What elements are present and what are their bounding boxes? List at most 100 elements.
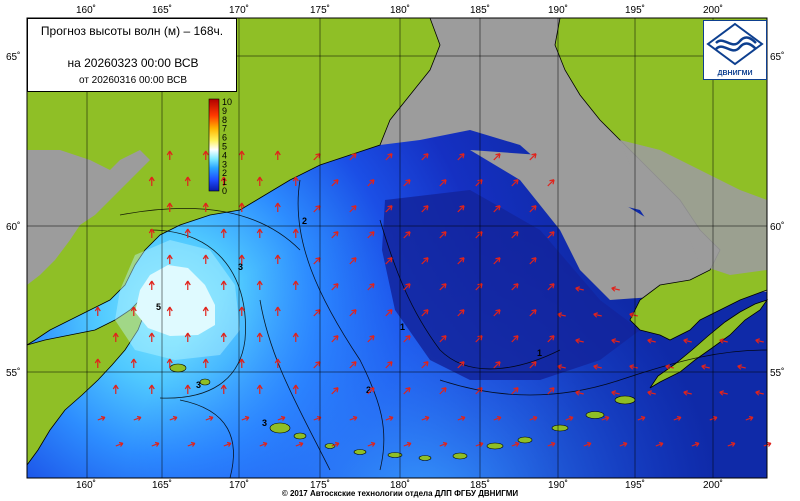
wave-direction-arrow — [367, 387, 375, 395]
wave-direction-arrow — [166, 306, 173, 316]
wave-direction-arrow — [133, 415, 142, 421]
wave-direction-arrow — [184, 280, 191, 290]
wave-direction-arrow — [349, 257, 357, 265]
wave-direction-arrow — [601, 415, 610, 421]
legend-level-label: 3 — [222, 159, 227, 169]
land-alaska-peninsula — [649, 299, 769, 389]
isoline-label: 3 — [238, 262, 243, 272]
wave-direction-arrow — [511, 231, 519, 239]
wave-direction-arrow — [241, 415, 250, 421]
lon-tick: 180˚ — [390, 479, 410, 491]
wave-direction-arrow — [457, 361, 465, 369]
forecast-valid-time: на 20260323 00:00 ВСВ — [67, 56, 199, 70]
wave-direction-arrow — [457, 257, 465, 265]
wave-direction-arrow — [547, 441, 556, 447]
wave-direction-arrow — [205, 415, 214, 421]
wave-direction-arrow — [665, 364, 674, 370]
wave-direction-arrow — [385, 153, 393, 161]
map-frame — [26, 17, 768, 479]
wave-direction-arrow — [403, 335, 411, 343]
lon-tick: 165˚ — [152, 4, 172, 16]
wave-direction-arrow — [292, 332, 299, 342]
legend-level-label: 10 — [222, 97, 232, 107]
wave-direction-arrow — [611, 286, 620, 292]
wave-direction-arrow — [421, 309, 429, 317]
lon-tick: 160˚ — [76, 4, 96, 16]
wave-direction-arrow — [166, 202, 173, 212]
lon-tick: 200˚ — [703, 479, 723, 491]
logo-text: ДВНИГМИ — [717, 70, 753, 77]
wave-zone-4m — [115, 240, 240, 360]
wave-direction-arrow — [647, 338, 656, 344]
wave-direction-arrow — [202, 306, 209, 316]
wave-direction-arrow — [511, 179, 519, 187]
wave-direction-arrow — [238, 306, 245, 316]
wave-direction-arrow — [349, 415, 358, 421]
wave-direction-arrow — [166, 150, 173, 160]
legend-level-label: 0 — [222, 186, 227, 196]
wave-direction-arrow — [547, 179, 555, 187]
isoline-label: 2 — [366, 385, 371, 395]
wave-direction-arrow — [295, 441, 304, 447]
wave-direction-arrow — [529, 205, 537, 213]
wave-direction-arrow — [637, 415, 646, 421]
lat-ticks-right: 65˚ 60˚ 55˚ — [770, 51, 784, 379]
sea-ice-west — [470, 150, 767, 300]
wave-direction-arrow — [94, 306, 101, 316]
wave-direction-arrow — [349, 361, 357, 369]
lon-tick: 170˚ — [229, 4, 249, 16]
wave-direction-arrow — [238, 254, 245, 264]
wave-direction-arrow — [151, 441, 160, 447]
wave-direction-arrow — [184, 332, 191, 342]
wave-direction-arrow — [331, 441, 340, 447]
wave-direction-arrow — [94, 358, 101, 368]
wave-direction-arrow — [493, 309, 501, 317]
wave-direction-arrow — [148, 176, 155, 186]
wave-direction-arrow — [745, 415, 754, 421]
wave-direction-arrow — [683, 338, 692, 344]
wave-direction-arrow — [439, 283, 447, 291]
wave-direction-arrow — [547, 283, 555, 291]
wave-direction-arrow — [593, 364, 602, 370]
wave-direction-arrow — [112, 332, 119, 342]
wave-direction-arrow — [274, 202, 281, 212]
wave-direction-arrow — [187, 441, 196, 447]
wave-direction-arrow — [385, 361, 393, 369]
land-chukotka — [26, 17, 441, 346]
land-ice-interior — [620, 140, 767, 275]
wave-direction-arrow — [755, 338, 764, 344]
legend-level-label: 1 — [222, 177, 227, 187]
forecast-title: Прогноз высоты волн (м) – 168ч. — [40, 24, 224, 38]
isoline-labels: 3 3 2 1 1 2 3 5 — [156, 216, 542, 428]
lon-tick: 190˚ — [548, 4, 568, 16]
deep-basin — [382, 190, 640, 380]
wave-direction-arrow — [547, 231, 555, 239]
wave-direction-arrow — [238, 202, 245, 212]
wave-direction-arrow — [691, 441, 700, 447]
wave-direction-arrow — [619, 441, 628, 447]
wave-direction-arrow — [331, 231, 339, 239]
wave-direction-arrow — [331, 179, 339, 187]
lon-tick: 175˚ — [310, 479, 330, 491]
wave-direction-arrow — [112, 384, 119, 394]
isoline-label: 1 — [537, 348, 542, 358]
wave-direction-arrow — [709, 415, 718, 421]
forecast-title-box: Прогноз высоты волн (м) – 168ч. на 20260… — [27, 18, 237, 92]
wave-direction-arrow — [202, 150, 209, 160]
wave-direction-arrow — [439, 179, 447, 187]
wave-direction-arrow — [421, 361, 429, 369]
legend-level-label: 5 — [222, 142, 227, 152]
isoline-label: 2 — [302, 216, 307, 226]
wave-direction-arrow — [673, 415, 682, 421]
legend-level-label: 4 — [222, 150, 227, 160]
wave-direction-arrow — [184, 228, 191, 238]
wave-direction-arrow — [259, 441, 268, 447]
wave-direction-arrow — [166, 358, 173, 368]
wave-direction-arrow — [547, 387, 555, 395]
wave-direction-arrow — [97, 415, 106, 421]
lon-ticks-top: 160˚ 165˚ 170˚ 175˚ 180˚ 185˚ 190˚ 195˚ … — [76, 4, 723, 16]
wave-direction-arrow — [166, 254, 173, 264]
wave-direction-arrow — [575, 338, 584, 344]
